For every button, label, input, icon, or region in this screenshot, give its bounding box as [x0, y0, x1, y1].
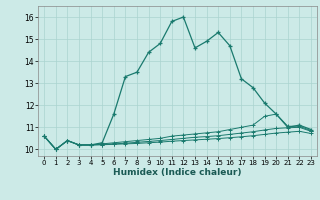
X-axis label: Humidex (Indice chaleur): Humidex (Indice chaleur) [113, 168, 242, 177]
